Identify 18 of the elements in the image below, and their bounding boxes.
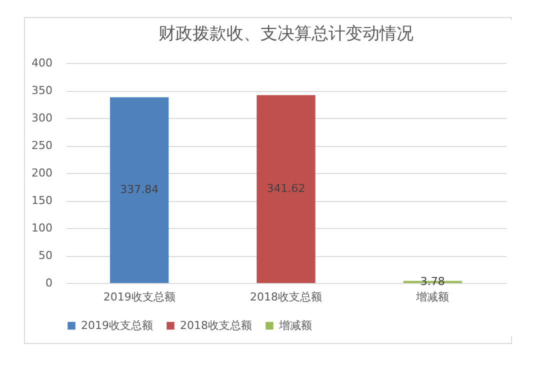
x-tick-label: 增减额 — [415, 290, 450, 304]
data-label: 337.84 — [120, 183, 159, 196]
y-tick-label: 50 — [38, 249, 52, 262]
x-tick-label: 2018收支总额 — [250, 290, 322, 304]
y-tick-label: 350 — [32, 84, 52, 97]
y-tick-label: 400 — [32, 56, 52, 70]
y-tick-label: 0 — [46, 276, 52, 290]
y-tick-label: 200 — [32, 166, 52, 180]
x-tick-label: 2019收支总额 — [103, 290, 176, 304]
y-tick-label: 150 — [32, 194, 52, 207]
legend-label: 2019收支总额 — [81, 318, 153, 332]
legend-label: 增减额 — [278, 318, 312, 332]
data-label: 341.62 — [266, 182, 306, 196]
legend-label: 2018收支总额 — [180, 318, 252, 332]
y-tick-label: 100 — [32, 222, 52, 234]
chart-title: 财政拨款收、支决算总计变动情况 — [158, 24, 414, 44]
y-tick-label: 250 — [32, 139, 52, 152]
y-tick-label: 300 — [32, 112, 52, 124]
